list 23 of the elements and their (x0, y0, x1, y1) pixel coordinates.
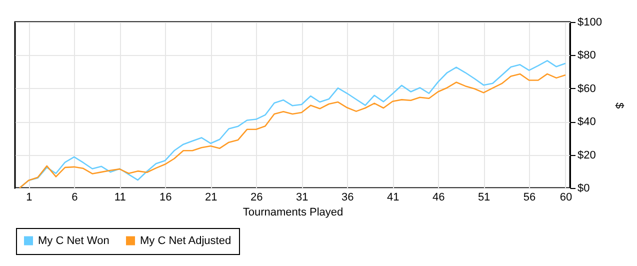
legend-label: My C Net Won (38, 234, 110, 247)
x-tick-label: 31 (296, 192, 308, 204)
y-tick-label: $40 (578, 116, 596, 128)
x-tick-label: 6 (72, 192, 78, 204)
x-tick-label: 11 (114, 192, 126, 204)
x-tick-label: 46 (432, 192, 445, 204)
y-tick-label: $100 (578, 16, 602, 28)
legend-label: My C Net Adjusted (140, 234, 232, 247)
x-tick-label: 41 (386, 192, 400, 204)
x-tick-label: 56 (523, 192, 536, 204)
y-tick-label: $60 (578, 82, 596, 95)
y-tick-label: $0 (578, 182, 590, 194)
x-tick-label: 26 (250, 192, 263, 204)
x-tick-label: 21 (204, 192, 218, 204)
x-tick-label: 16 (160, 192, 172, 204)
x-axis-title: Tournaments Played (242, 206, 344, 218)
x-tick-label: 60 (560, 192, 572, 204)
y-tick-label: $20 (578, 149, 596, 162)
y-axis-title: $ (612, 102, 625, 109)
y-tick-label: $80 (578, 50, 596, 62)
x-tick-label: 1 (26, 192, 32, 204)
x-tick-label: 51 (478, 192, 490, 204)
x-tick-label: 36 (341, 192, 354, 204)
